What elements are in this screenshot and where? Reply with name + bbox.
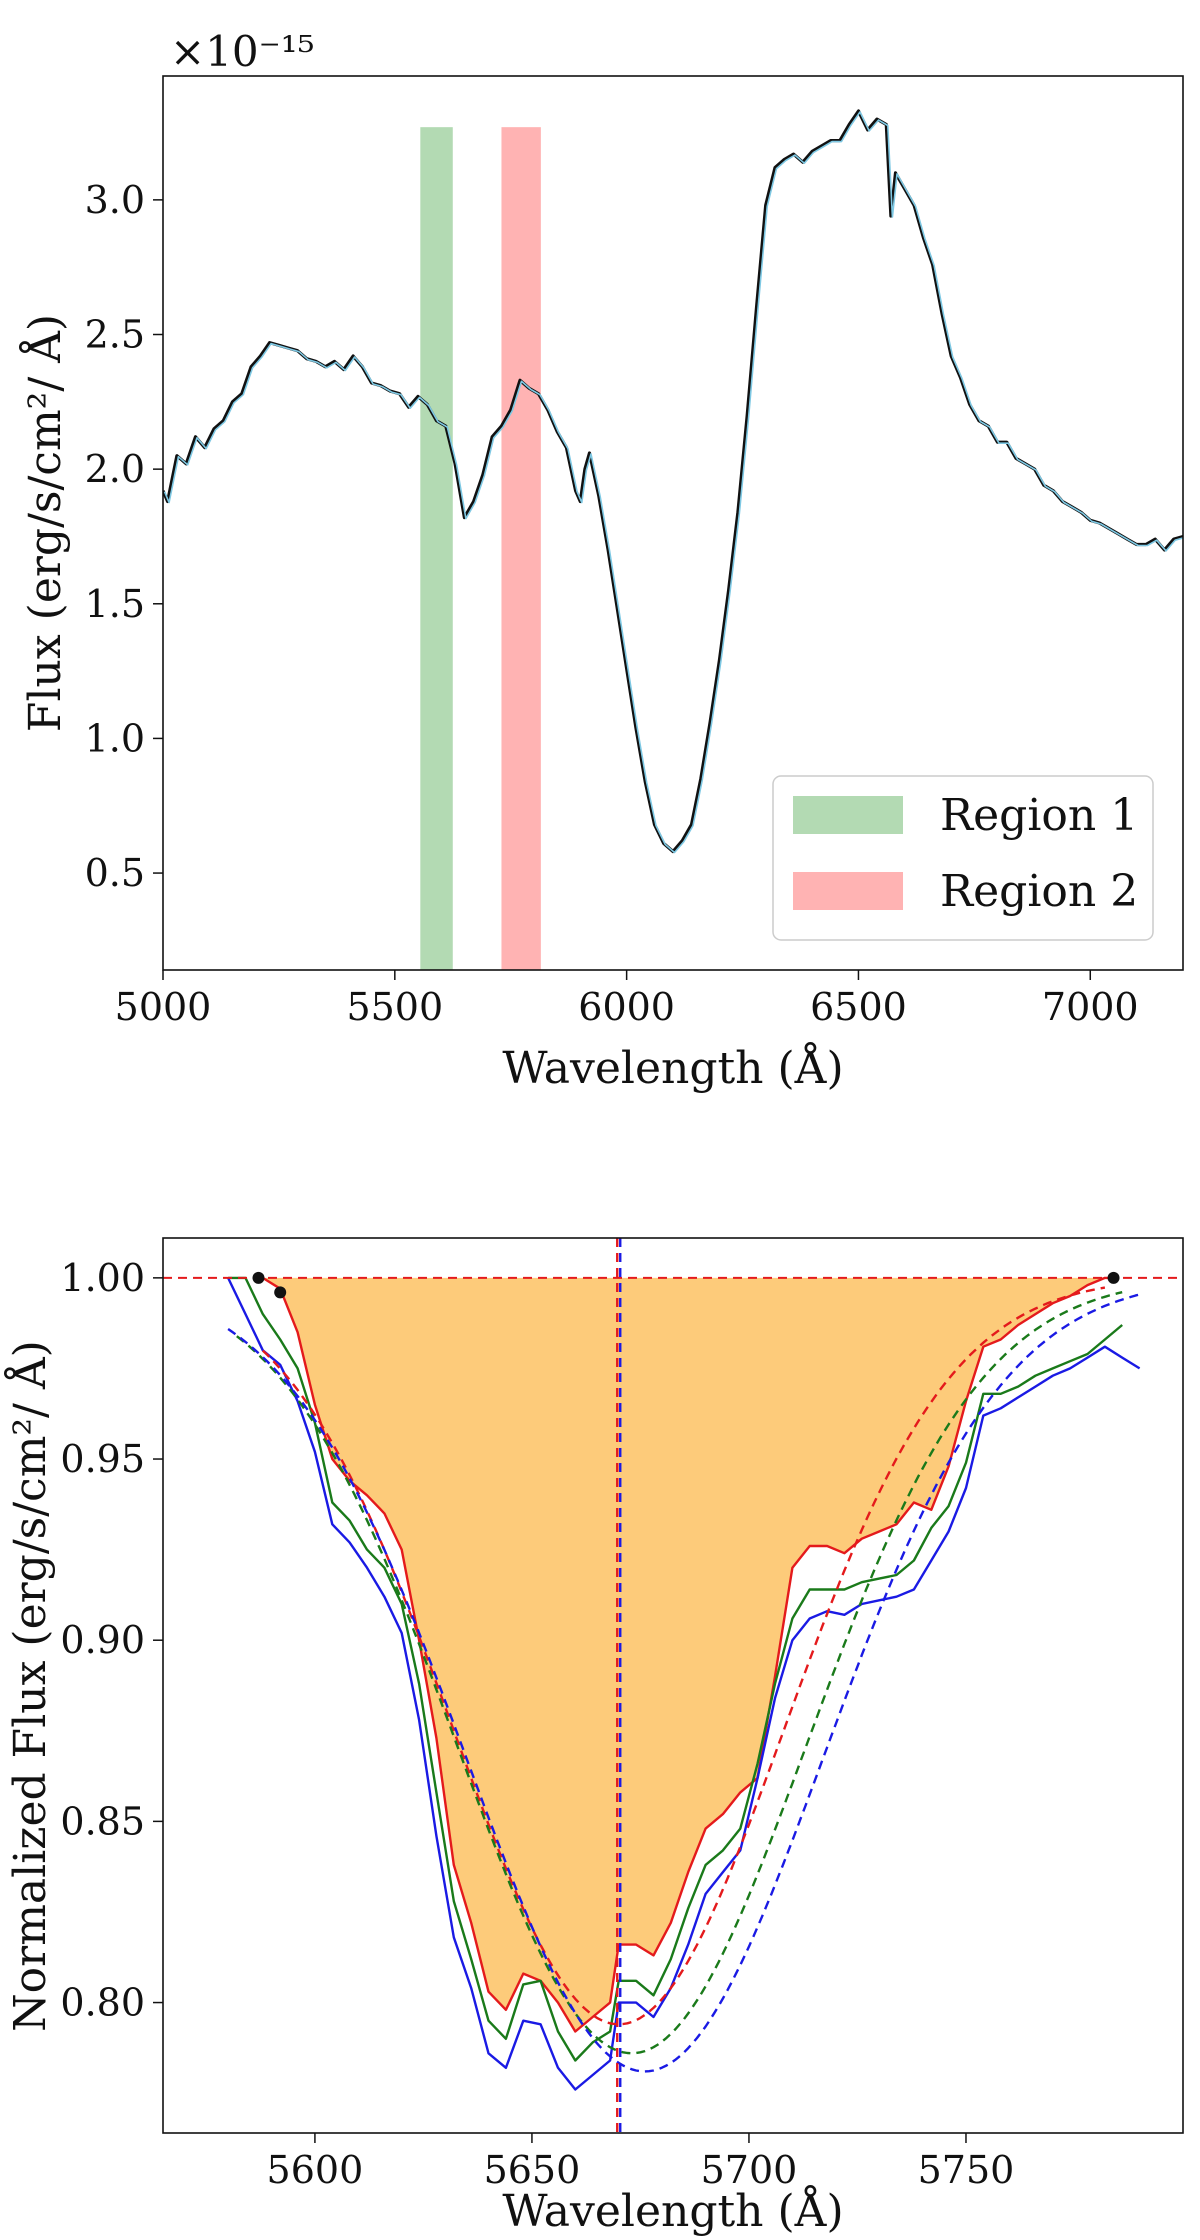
bottom-endpoints [252,1271,1120,1299]
top-offset-text: ×10⁻¹⁵ [170,27,314,76]
green-fit-line [236,1291,1123,2055]
x-tick-label: 6000 [578,985,675,1029]
top-y-axis: 0.5 1.0 1.5 2.0 2.5 3.0 [85,178,163,895]
top-series [163,109,1183,854]
absorption-fill-area [262,1277,1114,2032]
endpoint-marker-2 [274,1286,287,1299]
y-tick-label: 1.00 [60,1256,145,1300]
legend-swatch-region-1 [793,796,903,834]
bottom-plot-frame [162,1237,1184,2134]
top-x-axis: 5000 5500 6000 6500 7000 [115,970,1139,1029]
x-tick-label: 5700 [701,2148,798,2192]
y-tick-label: 1.0 [85,716,145,760]
y-tick-label: 3.0 [85,178,145,222]
x-tick-label: 5000 [115,985,212,1029]
bottom-y-axis: 0.80 0.85 0.90 0.95 1.00 [60,1256,163,2025]
y-tick-label: 0.85 [60,1799,145,1843]
bottom-chart: 5600 5650 5700 5750 0.80 0.85 0.90 0.95 1.00 Wa… [3,1237,1184,2237]
x-tick-label: 7000 [1042,985,1139,1029]
endpoint-marker-1 [252,1271,265,1284]
green-line [228,1276,1123,2062]
y-tick-label: 2.5 [85,313,145,357]
endpoint-marker-3 [1107,1271,1120,1284]
y-tick-label: 0.80 [60,1981,145,2025]
bottom-series [227,1276,1141,2091]
x-tick-label: 5650 [484,2148,581,2192]
legend-label-region-1: Region 1 [940,790,1138,841]
bottom-y-axis-label: Normalized Flux (erg/s/cm²/ Å) [3,1340,56,2032]
y-tick-label: 0.90 [60,1618,145,1662]
spectrum-fit-line [163,111,1183,854]
y-tick-label: 0.5 [85,851,145,895]
red-line [262,1276,1114,2033]
legend-swatch-region-2 [793,872,903,910]
region-band-1 [420,127,453,970]
blue-fit-line [227,1293,1140,2073]
legend: Region 1 Region 2 [772,775,1154,941]
y-tick-label: 1.5 [85,582,145,626]
top-y-axis-label: Flux (erg/s/cm²/ Å) [18,314,71,732]
x-tick-label: 5500 [346,985,443,1029]
top-region-bands [420,127,541,970]
top-x-axis-label: Wavelength (Å) [502,1041,843,1094]
y-tick-label: 2.0 [85,447,145,491]
red-fit-line [261,1286,1106,2026]
x-tick-label: 6500 [810,985,907,1029]
legend-label-region-2: Region 2 [940,866,1138,917]
y-tick-label: 0.95 [60,1437,145,1481]
region-band-2 [501,127,541,970]
bottom-reference-lines [163,1238,1183,2133]
spectrum-line [163,109,1183,854]
top-plot-frame [162,75,1184,971]
bottom-x-axis-label: Wavelength (Å) [502,2184,843,2237]
x-tick-label: 5750 [918,2148,1015,2192]
top-chart: 5000 5500 6000 6500 7000 0.51.01.52.02.53.0 … [18,27,1184,1094]
bottom-x-axis: 5600 5650 5700 5750 [267,2133,1015,2192]
absorption-fill [262,1277,1114,2032]
x-tick-label: 5600 [267,2148,364,2192]
blue-line [227,1277,1141,2091]
